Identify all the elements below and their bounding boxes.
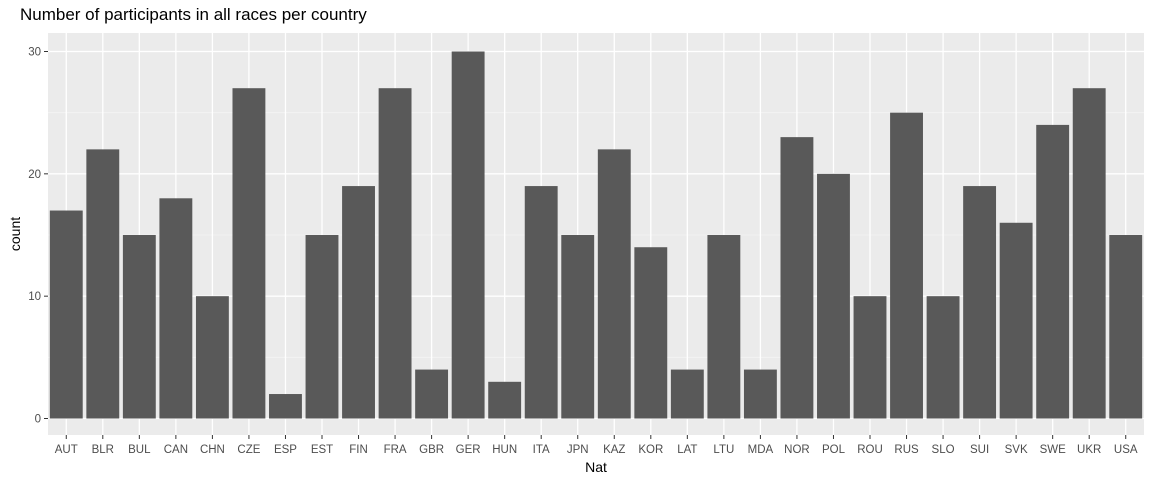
bar-jpn <box>561 235 595 419</box>
bar-ukr <box>1072 88 1106 419</box>
x-tick-label-gbr: GBR <box>419 444 444 456</box>
bar-swe <box>1036 124 1070 419</box>
x-tick-label-aut: AUT <box>55 444 78 456</box>
bar-bul <box>122 235 156 419</box>
bar-aut <box>49 210 83 419</box>
bar-can <box>159 198 193 419</box>
bar-est <box>305 235 339 419</box>
bar-gbr <box>415 369 449 419</box>
bar-rus <box>890 112 923 419</box>
bar-mda <box>743 369 777 419</box>
x-axis: AUT BLR BUL CAN CHN CZE ESP EST FIN FRA GBR GER HUN I… <box>55 435 1138 456</box>
bar-slo <box>926 296 960 419</box>
x-tick-label-ukr: UKR <box>1077 444 1101 456</box>
bar-rou <box>853 296 887 419</box>
bar-fin <box>342 186 375 419</box>
x-tick-label-rus: RUS <box>894 444 919 456</box>
x-tick-label-blr: BLR <box>92 444 114 456</box>
x-axis-title: Nat <box>585 459 607 475</box>
y-tick-label: 0 <box>35 414 41 426</box>
x-tick-label-fra: FRA <box>384 444 407 456</box>
bar-usa <box>1109 235 1143 419</box>
bar-kor <box>634 247 668 419</box>
x-tick-label-swe: SWE <box>1040 444 1067 456</box>
bar-esp <box>269 394 302 419</box>
bar-hun <box>488 381 522 419</box>
y-tick-label: 10 <box>28 291 41 303</box>
x-tick-label-chn: CHN <box>200 444 225 456</box>
chart-title: Number of participants in all races per … <box>20 5 367 24</box>
bar-ltu <box>707 235 741 419</box>
x-tick-label-svk: SVK <box>1005 444 1028 456</box>
bar-sui <box>963 186 997 419</box>
y-axis: 0 10 20 30 <box>28 47 48 426</box>
x-tick-label-slo: SLO <box>932 444 955 456</box>
x-tick-label-jpn: JPN <box>567 444 589 456</box>
y-tick-label: 30 <box>28 47 41 59</box>
bar-chn <box>195 296 229 419</box>
x-tick-label-nor: NOR <box>784 444 810 456</box>
bar-nor <box>780 137 814 419</box>
bar-blr <box>86 149 120 419</box>
x-tick-label-kor: KOR <box>638 444 663 456</box>
bar-kaz <box>597 149 631 419</box>
x-tick-label-cze: CZE <box>237 444 260 456</box>
bar-lat <box>670 369 704 419</box>
bars <box>49 51 1143 419</box>
x-tick-label-kaz: KAZ <box>603 444 625 456</box>
x-tick-label-fin: FIN <box>349 444 368 456</box>
x-tick-label-ltu: LTU <box>713 444 734 456</box>
x-tick-label-est: EST <box>311 444 333 456</box>
y-axis-title: count <box>7 217 23 251</box>
x-tick-label-can: CAN <box>164 444 188 456</box>
x-tick-label-ita: ITA <box>533 444 550 456</box>
x-tick-label-rou: ROU <box>857 444 883 456</box>
x-tick-label-pol: POL <box>822 444 846 456</box>
x-tick-label-esp: ESP <box>274 444 297 456</box>
x-tick-label-usa: USA <box>1114 444 1138 456</box>
bar-svk <box>999 222 1033 419</box>
bar-ger <box>451 51 485 419</box>
bar-fra <box>378 88 412 419</box>
bar-ita <box>524 186 558 419</box>
x-tick-label-hun: HUN <box>492 444 517 456</box>
x-tick-label-sui: SUI <box>970 444 989 456</box>
x-tick-label-mda: MDA <box>748 444 774 456</box>
x-tick-label-lat: LAT <box>677 444 697 456</box>
x-tick-label-ger: GER <box>456 444 481 456</box>
y-tick-label: 20 <box>28 169 41 181</box>
plot-panel <box>48 33 1144 435</box>
bar-cze <box>232 88 266 419</box>
x-tick-label-bul: BUL <box>128 444 151 456</box>
bar-pol <box>817 173 850 419</box>
